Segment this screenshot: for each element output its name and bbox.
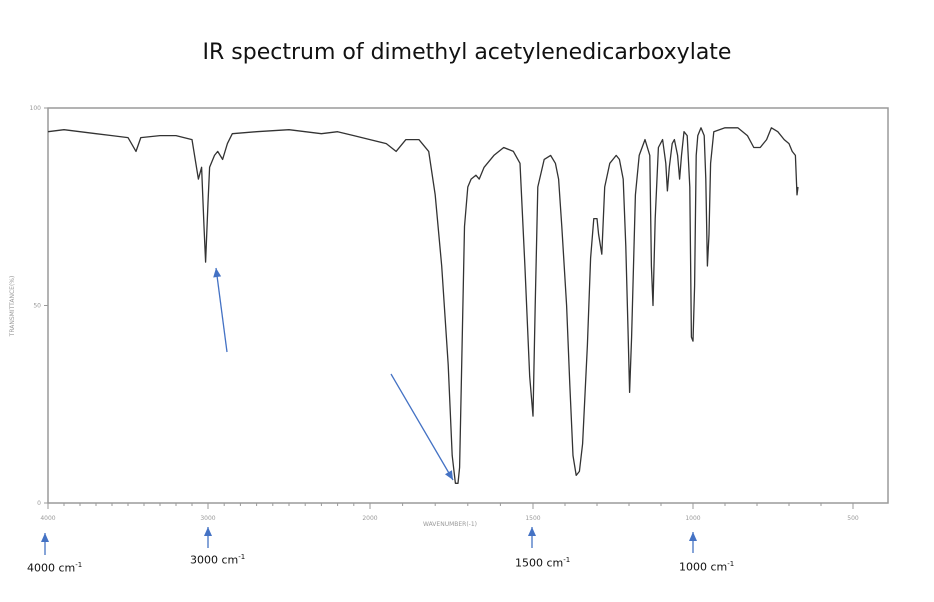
arrow-head (689, 532, 697, 541)
tick-arrow-3000 (204, 527, 212, 548)
chart-title: IR spectrum of dimethyl acetylenedicarbo… (202, 40, 732, 65)
peak-arrow-3000 (213, 267, 228, 353)
arrow-shaft (390, 373, 454, 481)
x-axis-label: WAVENUMBER(-1) (423, 521, 477, 528)
x-tick-label: 3000 (200, 515, 215, 522)
annotation-1000: 1000 cm-1 (679, 560, 735, 574)
arrow-head (528, 527, 536, 536)
arrow-shaft (215, 267, 228, 353)
annotation-1500: 1500 cm-1 (515, 556, 571, 570)
annotation-4000: 4000 cm-1 (27, 561, 83, 575)
y-tick-label: 0 (37, 500, 41, 507)
plot-frame (47, 107, 889, 504)
tick-arrow-4000 (41, 533, 49, 555)
arrow-head (213, 268, 222, 278)
x-tick-label: 1500 (525, 515, 540, 522)
peak-arrow-1740 (390, 373, 454, 481)
x-axis-ticks: 4000 3000 2000 1500 1000 500 (40, 503, 859, 522)
spectrum-line (47, 127, 799, 484)
x-tick-label: 1000 (685, 515, 700, 522)
y-axis-ticks: 0 50 100 (30, 105, 48, 507)
arrow-head (204, 527, 212, 536)
annotation-arrows (41, 267, 697, 555)
tick-arrow-1000 (689, 532, 697, 553)
x-tick-label: 500 (847, 515, 859, 522)
y-tick-label: 100 (30, 105, 42, 112)
y-axis-label: TRANSMITTANCE(%) (9, 276, 16, 338)
arrow-head (41, 533, 49, 542)
x-tick-label: 4000 (40, 515, 55, 522)
annotation-3000: 3000 cm-1 (190, 553, 246, 567)
x-tick-label: 2000 (362, 515, 377, 522)
tick-arrow-1500 (528, 527, 536, 548)
arrow-head (445, 470, 453, 480)
y-tick-label: 50 (33, 303, 41, 310)
spectrum-series (47, 127, 799, 484)
